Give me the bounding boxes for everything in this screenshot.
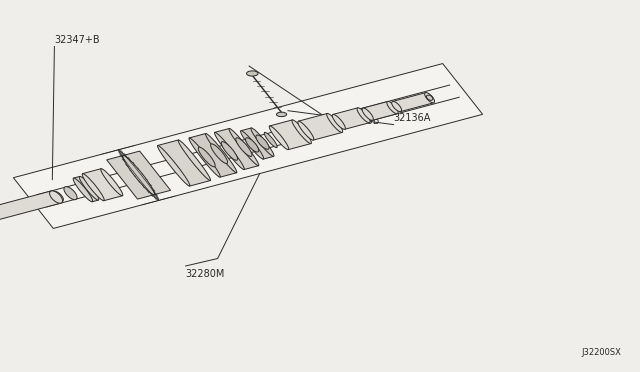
Ellipse shape [387,102,398,114]
Ellipse shape [64,187,77,200]
Ellipse shape [246,138,259,152]
Ellipse shape [357,108,370,123]
Polygon shape [298,113,342,140]
Polygon shape [74,176,99,202]
Ellipse shape [264,132,277,148]
Ellipse shape [241,131,264,159]
Ellipse shape [49,191,63,203]
Polygon shape [0,191,61,220]
Ellipse shape [362,108,373,120]
Ellipse shape [426,95,433,100]
Polygon shape [241,128,274,159]
Text: 32136A: 32136A [394,113,431,123]
Ellipse shape [332,114,346,129]
Ellipse shape [392,102,401,112]
Ellipse shape [214,132,244,170]
Ellipse shape [82,174,104,201]
Ellipse shape [425,93,435,103]
Polygon shape [392,93,434,112]
Ellipse shape [211,144,228,164]
Ellipse shape [73,178,93,202]
Text: 32347+B: 32347+B [54,35,100,45]
Polygon shape [13,64,483,228]
Polygon shape [157,140,211,186]
Ellipse shape [269,126,289,150]
Ellipse shape [292,120,312,144]
Polygon shape [83,169,122,201]
Polygon shape [107,151,170,199]
Ellipse shape [221,142,237,160]
Ellipse shape [205,134,237,173]
Ellipse shape [79,176,99,200]
Ellipse shape [298,121,314,140]
Ellipse shape [326,113,342,132]
Polygon shape [269,120,311,150]
Ellipse shape [157,145,190,186]
Text: 32280M: 32280M [186,269,225,279]
Ellipse shape [198,147,215,167]
Ellipse shape [123,155,154,195]
Ellipse shape [236,138,252,157]
Ellipse shape [276,112,287,117]
Polygon shape [189,134,237,177]
Ellipse shape [100,169,123,196]
Polygon shape [363,102,397,120]
Polygon shape [333,108,369,129]
Ellipse shape [189,138,220,177]
Text: 32140B: 32140B [342,116,380,126]
Ellipse shape [251,128,274,156]
Ellipse shape [229,128,259,166]
Text: J32200SX: J32200SX [581,348,621,357]
Ellipse shape [178,140,211,180]
Polygon shape [215,128,259,170]
Ellipse shape [53,191,63,202]
Ellipse shape [256,135,269,149]
Ellipse shape [246,71,258,76]
